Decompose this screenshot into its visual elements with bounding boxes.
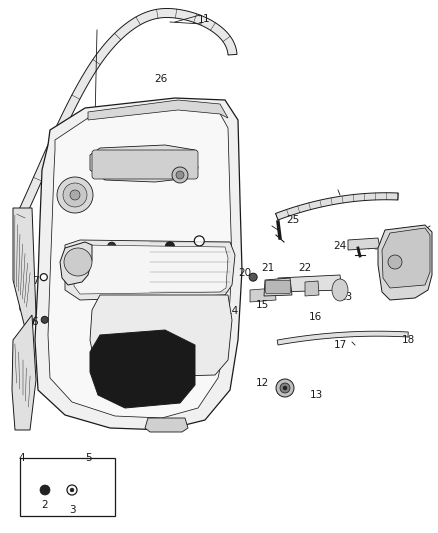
Circle shape — [70, 488, 74, 492]
Text: 1: 1 — [202, 14, 209, 23]
Text: 9: 9 — [128, 259, 135, 269]
Polygon shape — [17, 9, 237, 218]
Text: 10: 10 — [158, 235, 171, 245]
Polygon shape — [276, 193, 398, 220]
FancyBboxPatch shape — [265, 280, 290, 294]
Polygon shape — [348, 238, 380, 250]
Circle shape — [194, 236, 204, 246]
FancyBboxPatch shape — [20, 458, 115, 516]
Text: 25: 25 — [286, 215, 299, 224]
Circle shape — [63, 183, 87, 207]
Circle shape — [172, 167, 188, 183]
Polygon shape — [12, 315, 36, 430]
Polygon shape — [278, 275, 342, 292]
Circle shape — [67, 485, 77, 495]
Text: 19: 19 — [208, 261, 221, 270]
Text: 11: 11 — [195, 229, 208, 238]
Circle shape — [176, 171, 184, 179]
Text: 4: 4 — [19, 453, 25, 463]
Polygon shape — [264, 278, 292, 296]
Polygon shape — [277, 331, 408, 345]
Text: 6: 6 — [32, 318, 39, 327]
Circle shape — [280, 383, 290, 393]
Text: 2: 2 — [42, 500, 48, 510]
Polygon shape — [88, 100, 228, 120]
Text: 7: 7 — [32, 276, 39, 286]
Circle shape — [57, 177, 93, 213]
Text: 15: 15 — [256, 300, 269, 310]
Polygon shape — [145, 418, 188, 432]
Text: 22: 22 — [298, 263, 311, 272]
Circle shape — [70, 190, 80, 200]
Polygon shape — [13, 208, 36, 340]
Text: 5: 5 — [85, 453, 91, 463]
Polygon shape — [90, 145, 198, 182]
FancyBboxPatch shape — [92, 150, 198, 179]
Text: 3: 3 — [69, 505, 75, 515]
Polygon shape — [305, 281, 319, 296]
Text: 18: 18 — [402, 335, 415, 345]
Ellipse shape — [332, 279, 348, 301]
Text: 23: 23 — [339, 293, 353, 302]
Circle shape — [276, 379, 294, 397]
Text: 8: 8 — [108, 235, 115, 245]
Circle shape — [40, 273, 47, 281]
Polygon shape — [90, 295, 232, 378]
Polygon shape — [35, 98, 242, 430]
Polygon shape — [90, 330, 195, 408]
Circle shape — [283, 386, 287, 390]
Text: 24: 24 — [333, 241, 346, 251]
Circle shape — [211, 268, 219, 276]
Text: 12: 12 — [256, 378, 269, 387]
Text: 1: 1 — [198, 15, 205, 25]
Text: 13: 13 — [310, 391, 323, 400]
Text: 20: 20 — [239, 268, 252, 278]
Circle shape — [41, 316, 48, 324]
Text: 16: 16 — [309, 312, 322, 322]
Circle shape — [166, 242, 174, 251]
Circle shape — [64, 248, 92, 276]
Circle shape — [108, 242, 116, 251]
Polygon shape — [250, 288, 276, 302]
Polygon shape — [74, 245, 228, 294]
Polygon shape — [65, 240, 235, 300]
Circle shape — [249, 273, 257, 281]
Text: 14: 14 — [226, 306, 239, 316]
Text: 17: 17 — [334, 341, 347, 350]
Polygon shape — [382, 228, 430, 288]
Polygon shape — [48, 108, 232, 418]
Polygon shape — [378, 225, 432, 300]
Text: 26: 26 — [155, 74, 168, 84]
Polygon shape — [60, 242, 92, 285]
Circle shape — [40, 485, 50, 495]
Text: 21: 21 — [261, 263, 275, 272]
Circle shape — [388, 255, 402, 269]
